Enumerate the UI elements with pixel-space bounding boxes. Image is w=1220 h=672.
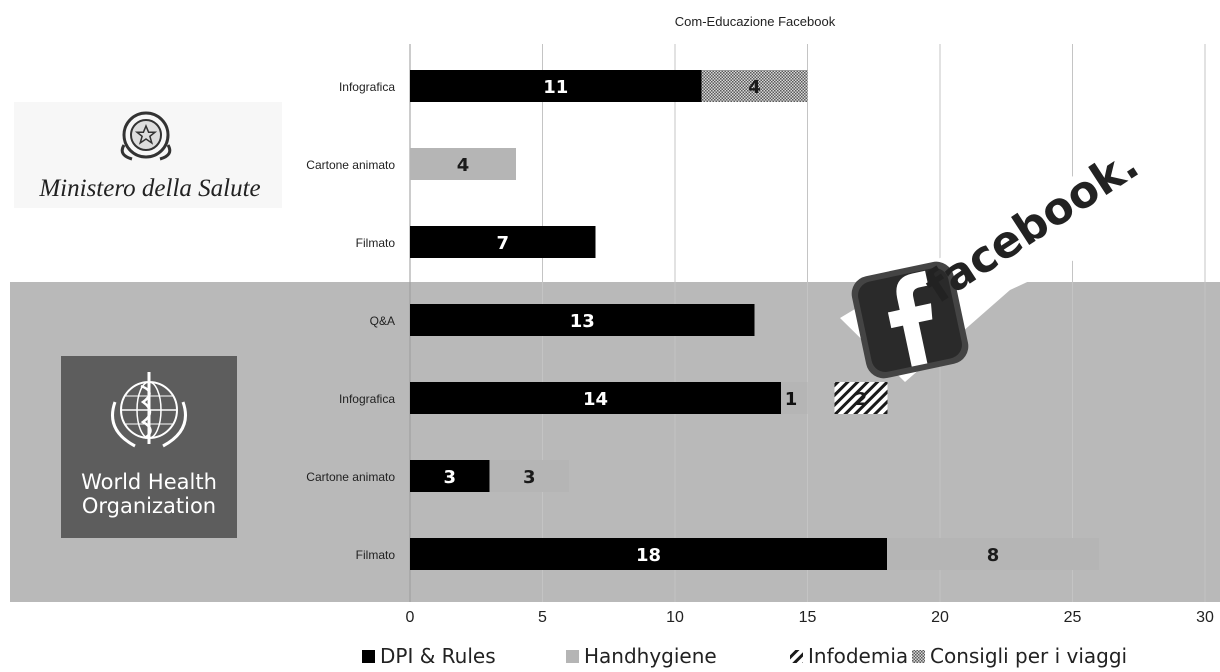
- category-label: Filmato: [356, 548, 396, 562]
- data-label: 4: [457, 155, 470, 176]
- data-label: 13: [570, 311, 595, 332]
- x-tick-label: 20: [931, 609, 949, 626]
- x-tick-label: 10: [666, 609, 684, 626]
- who-emblem-icon: [111, 372, 187, 448]
- legend-swatch: [566, 650, 579, 663]
- legend-label: Consigli per i viaggi: [930, 644, 1127, 668]
- data-label: 1: [785, 389, 798, 410]
- legend-label: Handhygiene: [584, 644, 717, 668]
- bar-segment: [410, 148, 516, 180]
- legend-label: Infodemia: [808, 644, 908, 668]
- who-wordmark-line2: Organization: [82, 494, 216, 518]
- who-logo: World Health Organization: [61, 356, 237, 538]
- data-label: 11: [543, 77, 568, 98]
- bar-segment: [887, 538, 1099, 570]
- x-tick-label: 0: [406, 609, 415, 626]
- data-label: 7: [496, 233, 509, 254]
- facebook-f-icon: [851, 261, 969, 379]
- x-tick-label: 25: [1064, 609, 1082, 626]
- legend-label: DPI & Rules: [380, 644, 496, 668]
- x-tick-labels: 0 5 10 15 20 25 30: [406, 609, 1214, 626]
- category-label: Q&A: [370, 314, 395, 328]
- x-tick-label: 5: [538, 609, 547, 626]
- legend-swatch: [362, 650, 375, 663]
- bar-segment: [489, 460, 569, 492]
- data-label: 3: [523, 467, 536, 488]
- legend: DPI & Rules Handhygiene Infodemia Consigli …: [362, 644, 1127, 668]
- category-label: Infografica: [339, 80, 395, 94]
- who-wordmark-line1: World Health: [81, 470, 217, 494]
- legend-swatch: [912, 650, 925, 663]
- category-label: Filmato: [356, 236, 396, 250]
- bar-segment: [410, 460, 490, 492]
- x-tick-label: 30: [1196, 609, 1214, 626]
- data-label: 8: [987, 545, 1000, 566]
- bar-segment: [781, 382, 808, 414]
- bars: 11 4 4 7 13 14 1 2 3 3 18 8: [410, 70, 1099, 570]
- legend-swatch: [790, 650, 803, 663]
- x-tick-label: 15: [799, 609, 817, 626]
- data-label: 2: [855, 389, 868, 410]
- bar-segment: [410, 304, 755, 336]
- data-label: 18: [636, 545, 661, 566]
- category-label: Cartone animato: [306, 470, 395, 484]
- bar-segment: [701, 70, 808, 102]
- data-label: 14: [583, 389, 608, 410]
- bar-segment: [410, 538, 887, 570]
- bar-segment: [410, 70, 702, 102]
- bar-segment: [834, 382, 888, 414]
- category-label: Infografica: [339, 392, 395, 406]
- emblem-icon: [120, 111, 172, 161]
- category-labels: Infografica Cartone animato Filmato Q&A Info…: [306, 80, 395, 562]
- bar-segment: [410, 226, 596, 258]
- ministero-logo: Ministero della Salute: [14, 102, 282, 208]
- bar-segment: [410, 382, 781, 414]
- category-label: Cartone animato: [306, 158, 395, 172]
- chart-title: Com-Educazione Facebook: [675, 14, 836, 29]
- ministero-wordmark: Ministero della Salute: [38, 175, 260, 202]
- data-label: 4: [748, 77, 761, 98]
- data-label: 3: [443, 467, 456, 488]
